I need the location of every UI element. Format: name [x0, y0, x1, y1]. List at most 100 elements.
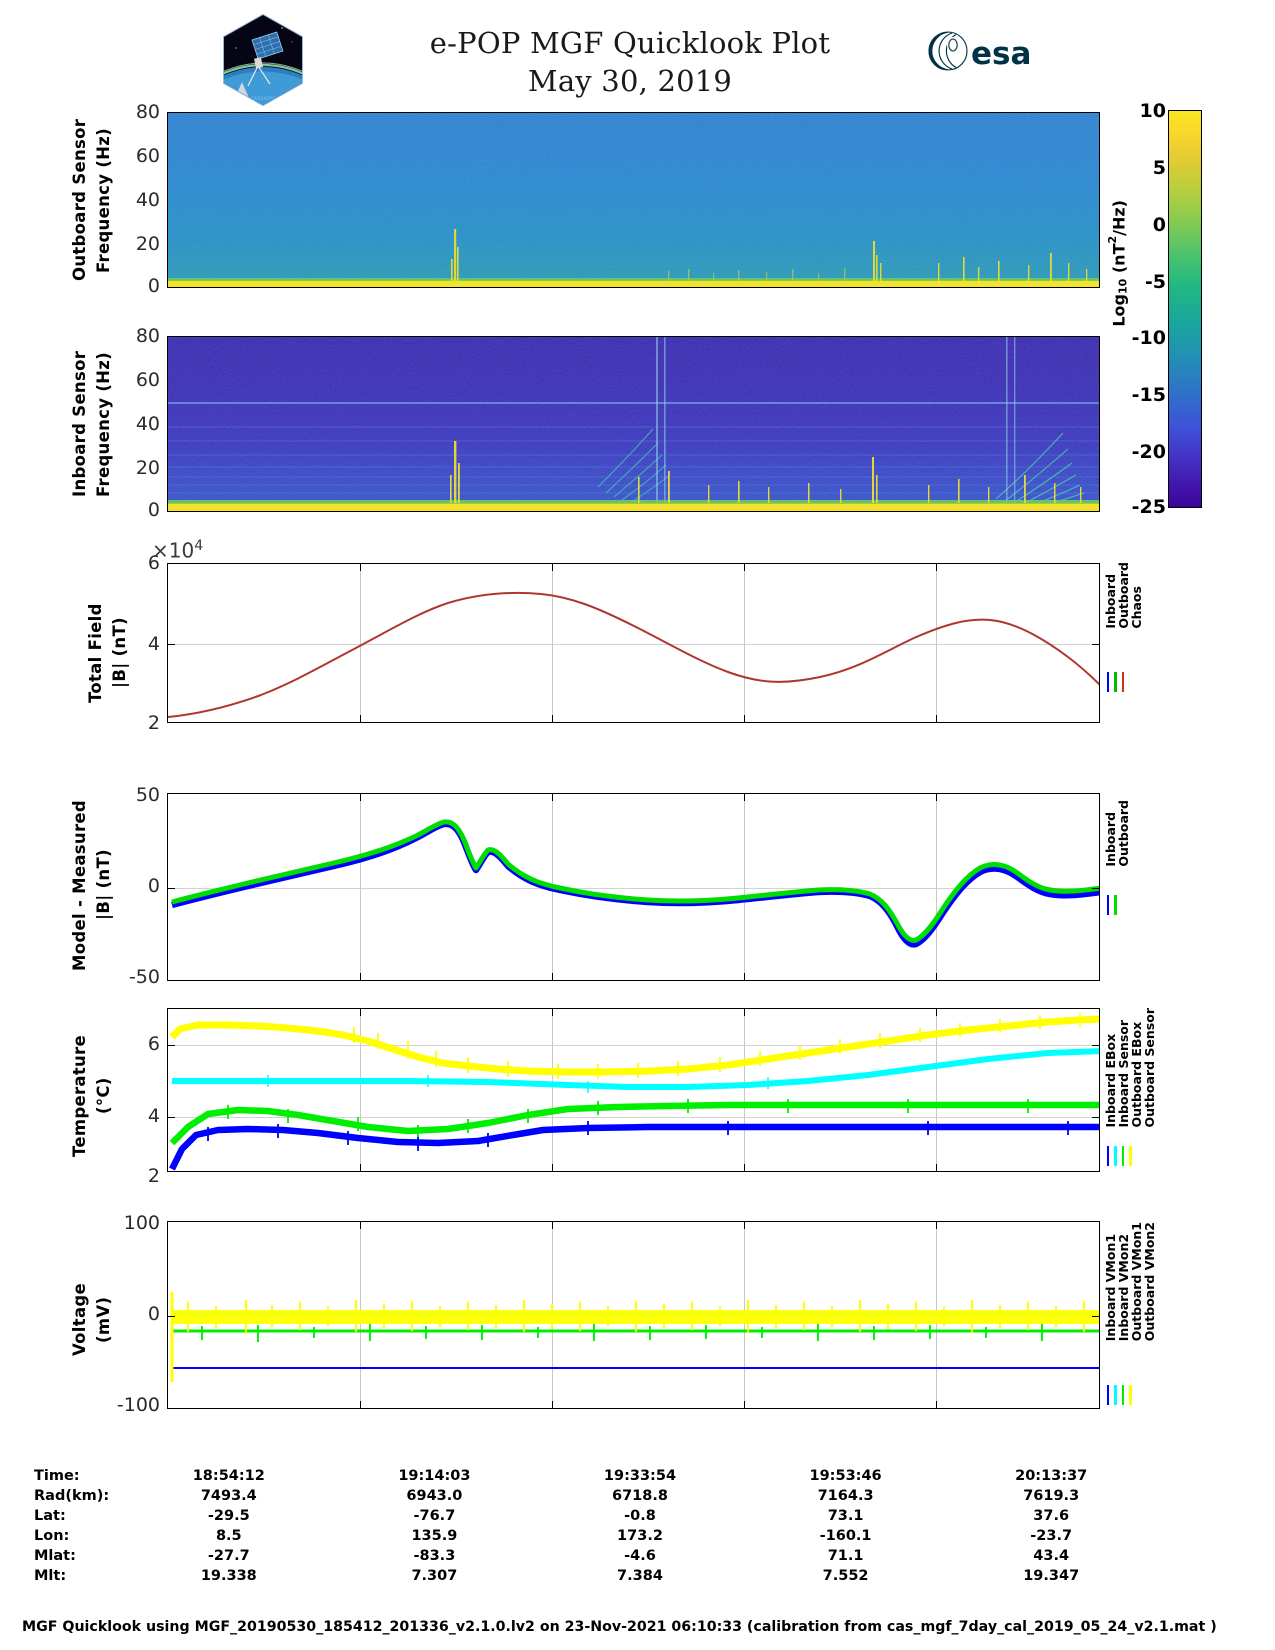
mlat-col-4: 43.4 — [1033, 1548, 1070, 1564]
table-row-lat: Lat: -29.5 -76.7 -0.8 73.1 37.6 — [34, 1506, 1154, 1526]
mlat-col-0: -27.7 — [207, 1548, 250, 1564]
lat-col-2: -0.8 — [624, 1508, 656, 1524]
total-field-ytick-4: 4 — [147, 633, 160, 655]
mlt-col-2: 7.384 — [617, 1568, 663, 1584]
inboard-ytick-40: 40 — [135, 413, 160, 435]
page-header: CASSIOPE e-POP MGF Quicklook Plot May 30… — [0, 0, 1275, 110]
inboard-ytick-80: 80 — [135, 325, 160, 347]
outboard-ytick-0: 0 — [147, 275, 160, 297]
temperature-plot[interactable] — [167, 1008, 1100, 1172]
gridline-4c — [168, 1117, 1099, 1118]
colorbar-gradient — [1168, 110, 1202, 508]
voltage-ytick-m100: -100 — [116, 1394, 160, 1416]
lon-col-0: 8.5 — [215, 1528, 242, 1544]
swatch-outboard-sensor — [1129, 1146, 1132, 1166]
lat-col-4: 37.6 — [1033, 1508, 1070, 1524]
outboard-ytick-40: 40 — [135, 189, 160, 211]
row-label-time: Time: — [34, 1468, 80, 1484]
mlt-col-3: 7.552 — [822, 1568, 869, 1584]
mlat-col-1: -83.3 — [413, 1548, 456, 1564]
voltage-ytick-0: 0 — [147, 1303, 160, 1325]
inboard-ytick-60: 60 — [135, 369, 160, 391]
time-col-2: 19:33:54 — [603, 1468, 677, 1484]
time-col-3: 19:53:46 — [809, 1468, 882, 1484]
inboard-ytick-0: 0 — [147, 499, 160, 521]
voltage-ylabel-line1: Voltage — [70, 1283, 89, 1357]
total-field-legend: Inboard Outboard Chaos — [1103, 562, 1144, 629]
voltage-legend: Inboard VMon1 Inboard VMon2 Outboard VMo… — [1103, 1222, 1157, 1342]
title-line-2: May 30, 2019 — [527, 64, 733, 98]
outboard-spectrogram-ylabel-line2: Frequency (Hz) — [94, 127, 113, 273]
temperature-ytick-6: 6 — [147, 1033, 160, 1055]
swatch-outboard-vmon1 — [1121, 1385, 1125, 1405]
model-measured-ytick-50: 50 — [135, 784, 160, 806]
lat-col-1: -76.7 — [413, 1508, 456, 1524]
outboard-ytick-80: 80 — [135, 101, 160, 123]
colorbar-tick-10: 10 — [1139, 100, 1166, 122]
vgrid-3 — [744, 564, 745, 722]
legend-label-outboard-vmon2: Outboard VMon2 — [1142, 1222, 1157, 1342]
cassiope-mission-logo-icon: CASSIOPE — [222, 13, 304, 107]
swatch-inboard-vmon2 — [1114, 1385, 1117, 1405]
time-col-4: 20:13:37 — [1015, 1468, 1088, 1484]
mlt-col-1: 7.307 — [411, 1568, 458, 1584]
total-field-ytick-6: 6 — [147, 552, 160, 574]
rad-col-1: 6943.0 — [406, 1488, 463, 1504]
model-measured-ytick-m50: -50 — [128, 966, 160, 988]
lat-col-0: -29.5 — [207, 1508, 250, 1524]
colorbar-tick-0: 0 — [1152, 213, 1166, 236]
voltage-plot[interactable] — [167, 1221, 1100, 1409]
colorbar: 10 5 0 -5 -10 -15 -20 -25 — [1132, 100, 1202, 518]
table-row-time: Time: 18:54:12 19:14:03 19:33:54 19:53:4… — [34, 1466, 1154, 1486]
table-row-mlat: Mlat: -27.7 -83.3 -4.6 71.1 43.4 — [34, 1546, 1154, 1566]
rad-col-2: 6718.8 — [612, 1488, 668, 1504]
swatch-outboard-vmon2 — [1129, 1385, 1132, 1405]
legend-label-outboard: Outboard — [1116, 800, 1131, 867]
swatch-inboard — [1107, 672, 1110, 692]
legend-label-chaos: Chaos — [1129, 586, 1144, 629]
rad-col-0: 7493.4 — [200, 1488, 257, 1504]
footer-provenance-text: MGF Quicklook using MGF_20190530_185412_… — [22, 1619, 1217, 1635]
table-row-mlt: Mlt: 19.338 7.307 7.384 7.552 19.347 — [34, 1566, 1154, 1586]
inboard-ytick-20: 20 — [135, 457, 160, 479]
total-field-ytick-2: 2 — [147, 712, 160, 734]
time-col-0: 18:54:12 — [192, 1468, 265, 1484]
outboard-ytick-20: 20 — [135, 233, 160, 255]
temperature-legend: Inboard EBox Inboard Sensor Outboard EBo… — [1103, 1008, 1157, 1128]
mlt-col-4: 19.347 — [1023, 1568, 1080, 1584]
total-field-traces — [168, 591, 1099, 718]
voltage-legend-swatches — [1107, 1385, 1132, 1405]
time-col-1: 19:14:03 — [398, 1468, 471, 1484]
swatch-inboard-vmon1 — [1107, 1385, 1110, 1405]
temperature-ylabel-line1: Temperature — [70, 1035, 89, 1157]
model-measured-legend: Inboard Outboard — [1103, 800, 1131, 867]
total-field-plot[interactable] — [167, 563, 1100, 723]
inboard-spectrogram-plot[interactable] — [167, 336, 1100, 512]
total-field-ylabel-line1: Total Field — [86, 603, 105, 703]
swatch-inboard-sensor — [1114, 1146, 1117, 1166]
colorbar-tick-5: 5 — [1152, 156, 1166, 179]
lat-col-3: 73.1 — [827, 1508, 864, 1524]
model-measured-plot[interactable] — [167, 793, 1100, 981]
gridline-zero — [168, 888, 1099, 889]
lon-col-4: -23.7 — [1030, 1528, 1073, 1544]
table-row-lon: Lon: 8.5 135.9 173.2 -160.1 -23.7 — [34, 1526, 1154, 1546]
lon-col-2: 173.2 — [617, 1528, 663, 1544]
gridline-6c — [168, 1045, 1099, 1046]
swatch-outboard — [1114, 895, 1117, 915]
vgrid-4 — [936, 564, 937, 722]
total-field-legend-swatches — [1107, 672, 1125, 692]
swatch-outboard — [1114, 672, 1117, 692]
colorbar-title: Log10 (nT2/Hz) — [1106, 200, 1130, 327]
vgrid-2 — [552, 564, 553, 722]
temperature-traces — [169, 1013, 1099, 1171]
total-field-exponent-label: ×104 — [152, 538, 204, 563]
temperature-ytick-4: 4 — [147, 1105, 160, 1127]
svg-text:CASSIOPE: CASSIOPE — [250, 96, 275, 102]
colorbar-tick-m5: -5 — [1144, 270, 1166, 293]
row-label-mlt: Mlt: — [34, 1568, 67, 1584]
inboard-spectrogram-ylabel-line1: Inboard Sensor — [70, 350, 89, 498]
ephemeris-table: Time: 18:54:12 19:14:03 19:33:54 19:53:4… — [34, 1466, 1154, 1586]
outboard-spectrogram-plot[interactable] — [167, 112, 1100, 288]
inboard-spectrogram-ylabel-line2: Frequency (Hz) — [94, 351, 113, 497]
